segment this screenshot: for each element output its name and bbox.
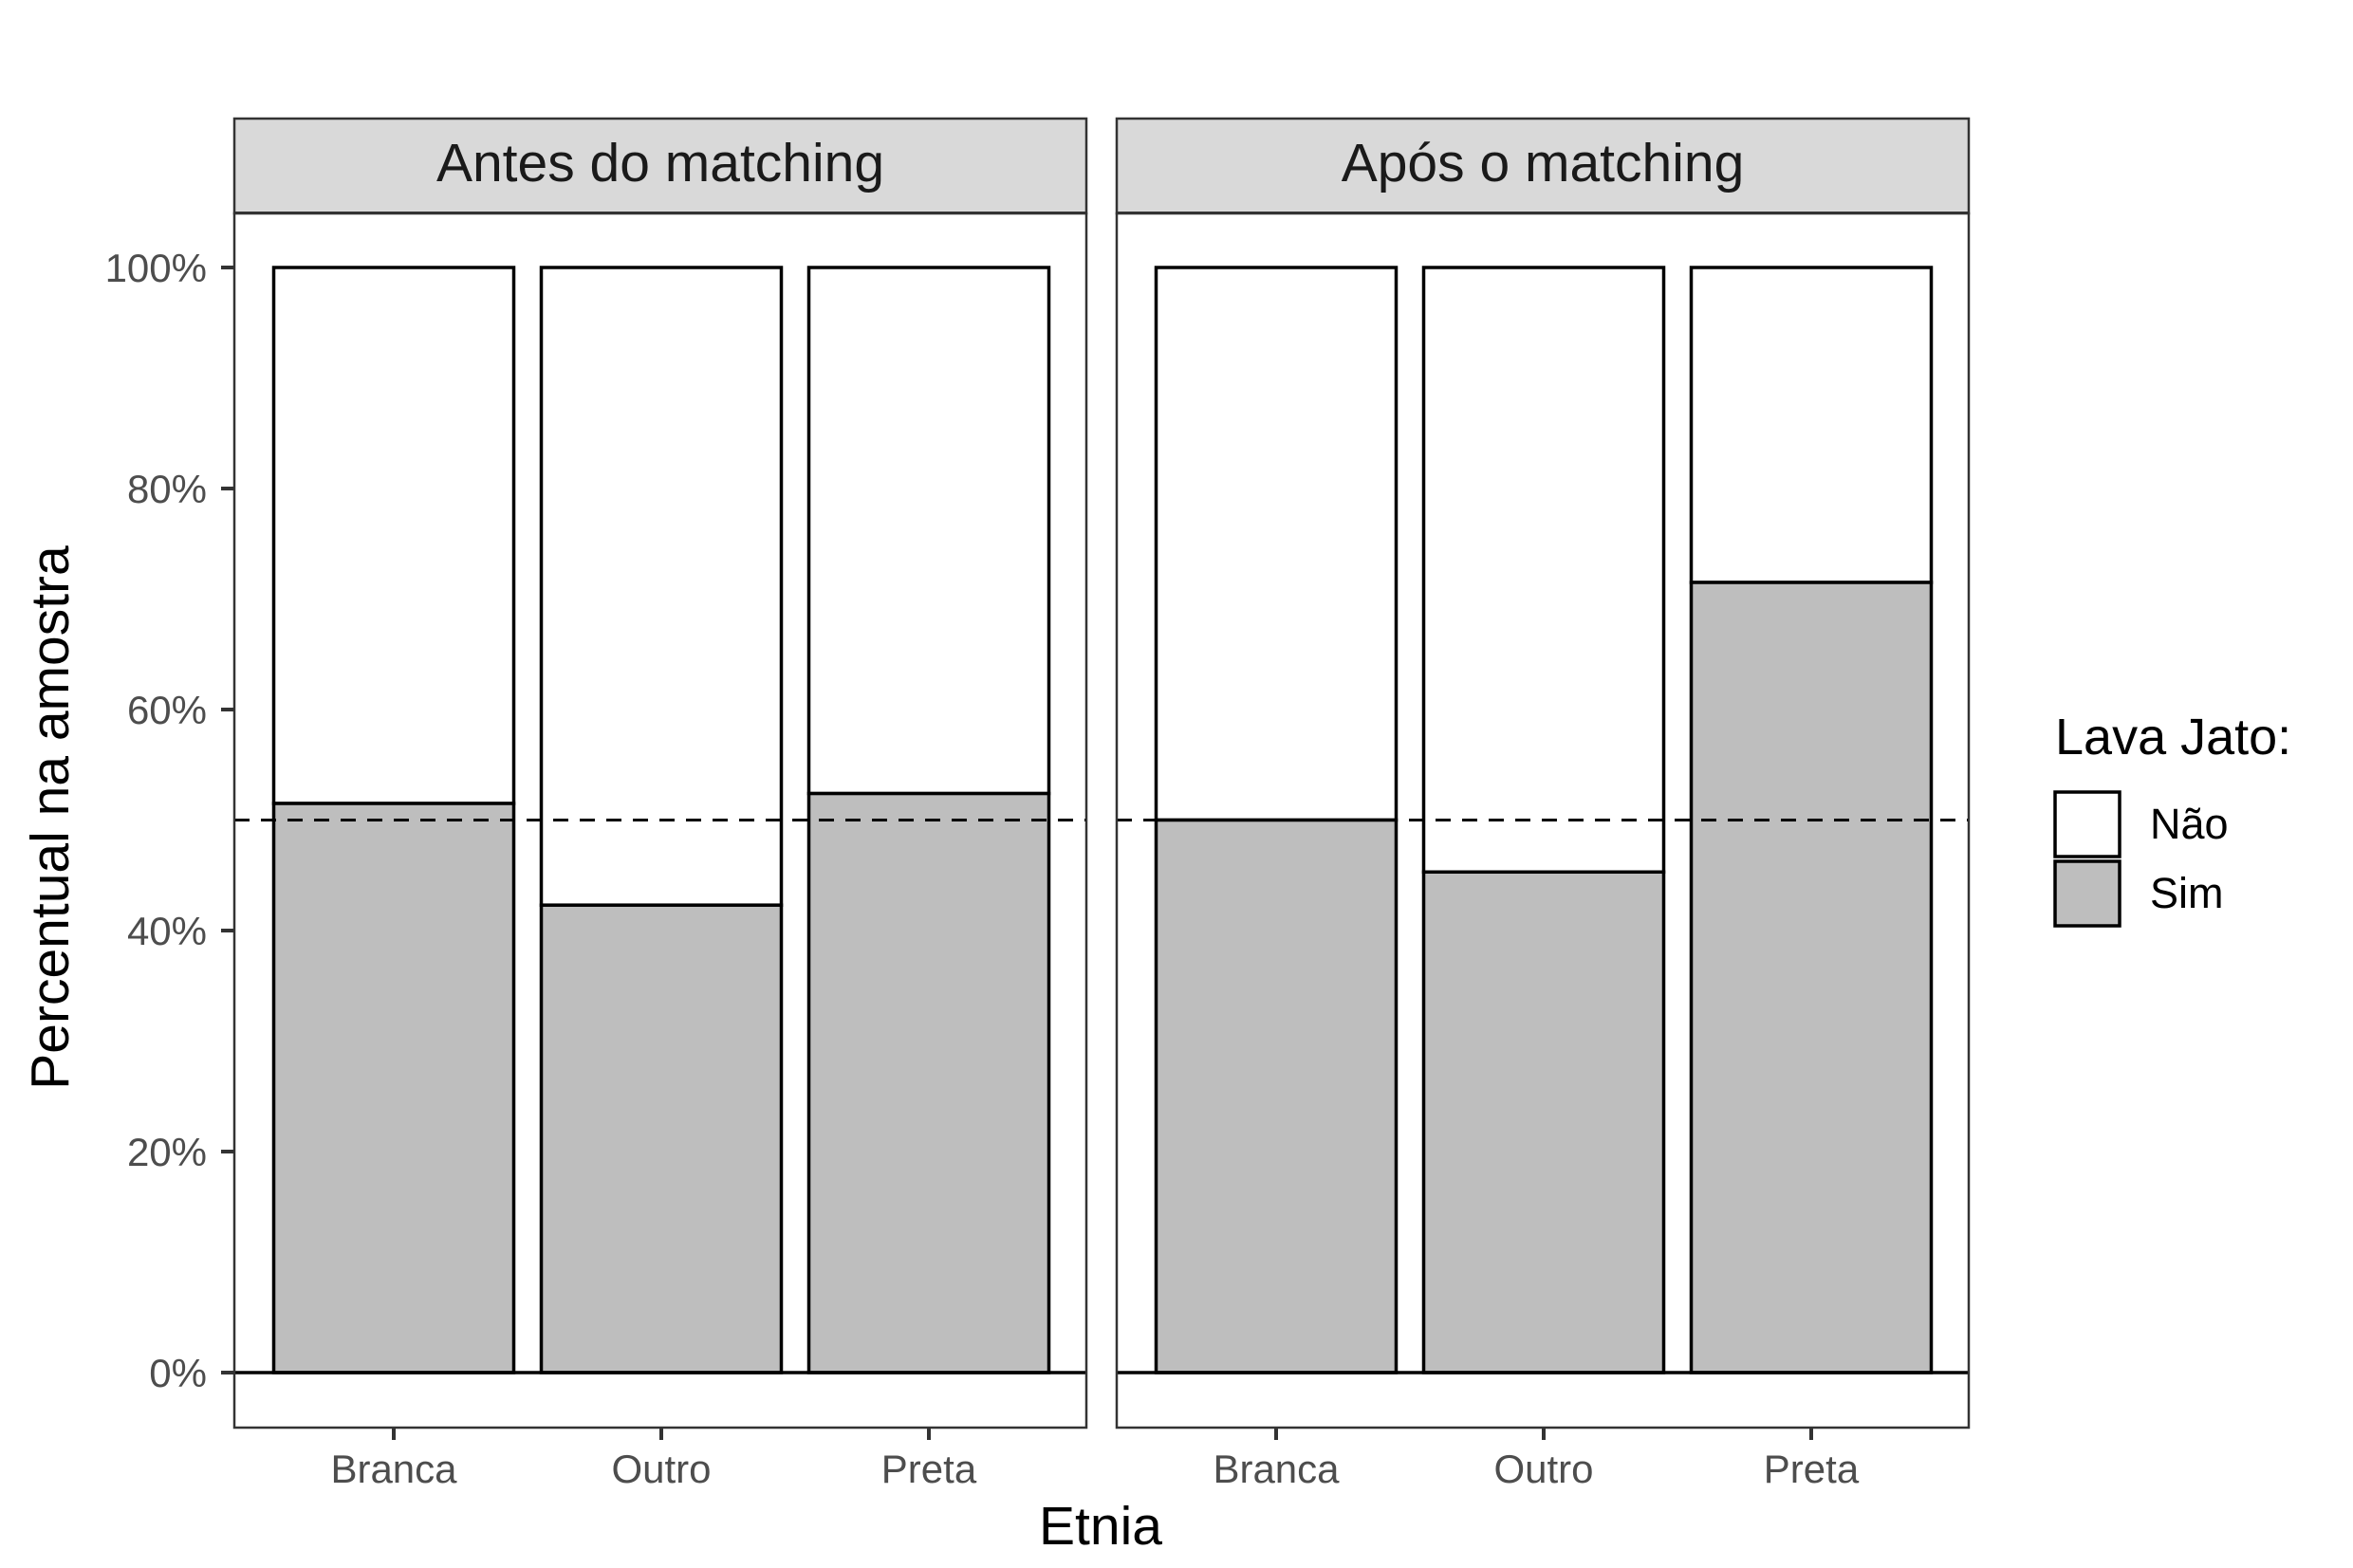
bar-nao-preta xyxy=(806,266,1051,796)
bar-nao-outro xyxy=(539,266,784,907)
bar-nao-preta xyxy=(1689,266,1934,584)
x-tick-label-preta: Preta xyxy=(881,1447,977,1491)
x-tick-label-preta: Preta xyxy=(1764,1447,1860,1491)
legend-label-sim: Sim xyxy=(2150,869,2224,917)
legend-key-nao xyxy=(2053,790,2121,858)
bar-nao-branca xyxy=(1154,266,1399,822)
x-tick-label-outro: Outro xyxy=(611,1447,711,1491)
x-tick-label-branca: Branca xyxy=(1213,1447,1340,1491)
facet-strip xyxy=(232,117,1088,215)
bar-sim-outro xyxy=(539,903,784,1374)
bar-sim-branca xyxy=(271,802,516,1374)
bar-nao-branca xyxy=(271,266,516,805)
y-tick-label: 100% xyxy=(105,246,207,290)
x-tick-label-outro: Outro xyxy=(1493,1447,1593,1491)
y-tick-label: 40% xyxy=(127,909,207,953)
bar-sim-branca xyxy=(1154,818,1399,1374)
y-axis-title: Percentual na amostra xyxy=(20,545,81,1090)
y-tick-label: 60% xyxy=(127,688,207,732)
bar-nao-outro xyxy=(1421,266,1666,875)
legend-key-sim xyxy=(2053,859,2121,928)
panel-border xyxy=(1115,212,1971,1430)
bar-sim-preta xyxy=(1689,581,1934,1374)
facet-antes-do-matching: Antes do matching Branca Outro Preta xyxy=(232,117,1088,1491)
bar-sim-outro xyxy=(1421,870,1666,1374)
y-tick-label: 80% xyxy=(127,467,207,511)
y-tick-label: 20% xyxy=(127,1130,207,1174)
x-axis-title: Etnia xyxy=(1039,1496,1162,1557)
bar-sim-preta xyxy=(806,791,1051,1374)
x-tick-label-branca: Branca xyxy=(330,1447,457,1491)
legend-label-nao: Não xyxy=(2150,800,2229,848)
legend-title: Lava Jato: xyxy=(2055,709,2291,766)
y-tick-label: 0% xyxy=(149,1351,207,1395)
panel-border xyxy=(232,212,1088,1430)
facet-strip xyxy=(1115,117,1971,215)
y-axis: 0% 20% 40% 60% 80% 100% xyxy=(105,246,234,1395)
legend: Lava Jato: Não Sim xyxy=(2053,709,2291,928)
facet-apos-o-matching: Após o matching Branca Outro Preta xyxy=(1115,117,1971,1491)
facet-strip-label: Antes do matching xyxy=(436,133,884,194)
facet-strip-label: Após o matching xyxy=(1342,133,1745,194)
